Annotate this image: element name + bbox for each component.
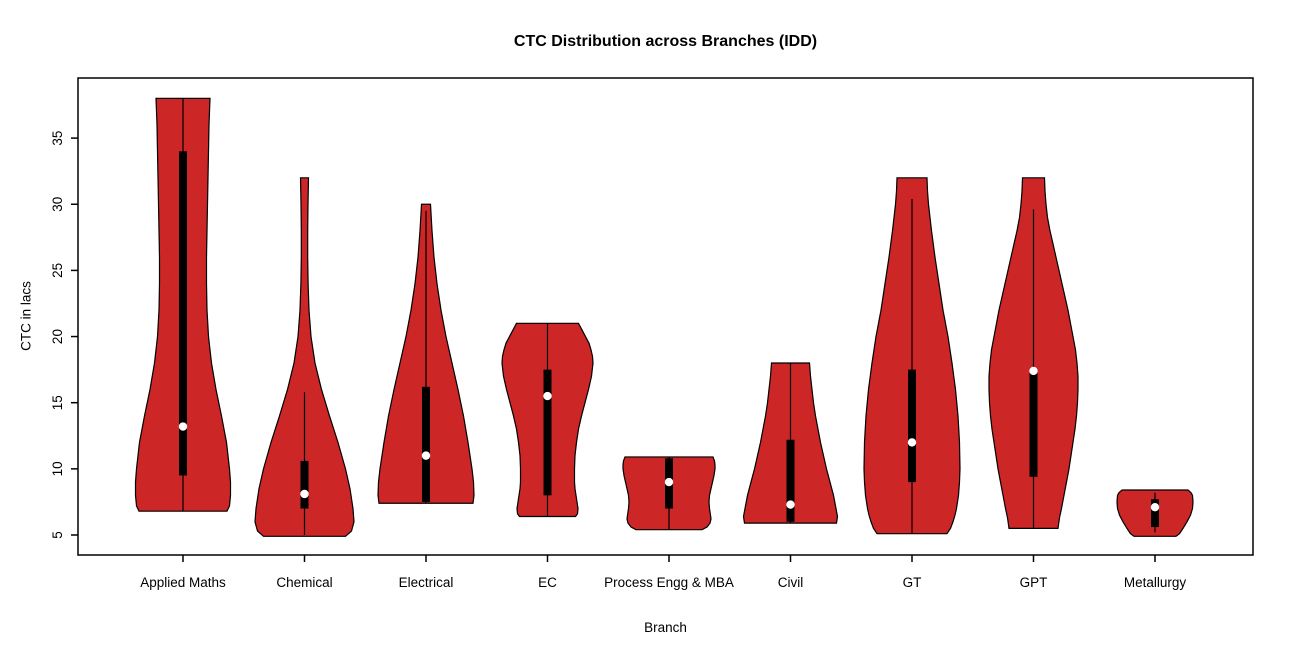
violin-metallurgy: Metallurgy	[1116, 489, 1194, 590]
x-tick-label: GT	[903, 575, 922, 590]
y-tick-label: 5	[50, 531, 65, 539]
iqr-box	[908, 369, 916, 483]
iqr-box	[1029, 372, 1038, 477]
violin-body	[254, 177, 355, 537]
y-tick-label: 15	[50, 395, 65, 410]
median-dot	[421, 451, 431, 460]
violin-applied-maths: Applied Maths	[134, 97, 232, 590]
violin-process-engg-mba: Process Engg & MBA	[604, 456, 734, 590]
violin-gt: GT	[863, 177, 961, 590]
median-dot	[1029, 366, 1038, 376]
plot-border	[77, 77, 1254, 556]
x-tick-label: EC	[538, 575, 557, 590]
violin-ec: EC	[501, 322, 594, 590]
x-tick-label: Process Engg & MBA	[604, 575, 734, 590]
chart-title: CTC Distribution across Branches (IDD)	[513, 33, 818, 50]
violin-civil: Civil	[742, 362, 839, 590]
median-dot	[786, 500, 795, 509]
y-tick-label: 10	[50, 461, 65, 476]
iqr-box	[179, 151, 187, 476]
y-tick-label: 35	[50, 131, 65, 146]
x-tick-label: Metallurgy	[1124, 575, 1187, 590]
y-tick-label: 30	[50, 197, 65, 212]
iqr-box	[300, 460, 309, 509]
x-tick-label: Chemical	[276, 575, 332, 590]
median-dot	[1150, 503, 1160, 512]
iqr-box	[786, 439, 795, 522]
violin-gpt: GPT	[988, 177, 1079, 590]
median-dot	[907, 438, 917, 447]
y-tick-label: 25	[50, 263, 65, 278]
x-axis-title: Branch	[644, 620, 687, 635]
median-dot	[664, 477, 674, 487]
iqr-box	[422, 386, 430, 502]
y-tick-label: 20	[50, 329, 65, 344]
violin-chemical: Chemical	[254, 177, 355, 590]
median-dot	[300, 489, 309, 499]
median-dot	[178, 422, 188, 431]
x-tick-label: GPT	[1020, 575, 1048, 590]
x-tick-label: Civil	[778, 575, 804, 590]
x-tick-label: Applied Maths	[140, 575, 226, 590]
x-tick-label: Electrical	[399, 575, 454, 590]
violin-electrical: Electrical	[377, 203, 475, 590]
iqr-box	[543, 369, 552, 496]
iqr-box	[1151, 499, 1159, 528]
y-axis-title: CTC in lacs	[18, 281, 34, 351]
median-dot	[543, 391, 552, 401]
